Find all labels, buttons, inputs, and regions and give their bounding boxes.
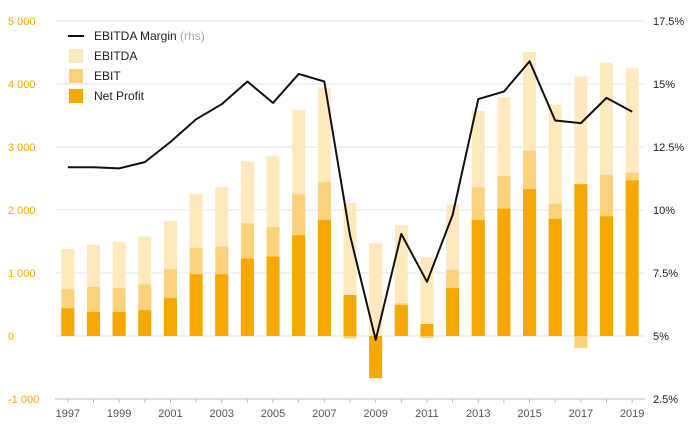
y-right-tick-label: 17.5%	[653, 16, 684, 28]
net-profit-bar	[343, 295, 357, 336]
y-right-tick-label: 15%	[653, 79, 675, 91]
x-tick-label: 2013	[466, 408, 490, 420]
net-profit-bar	[61, 308, 75, 336]
x-tick-label: 1999	[107, 408, 131, 420]
net-profit-bar	[317, 220, 331, 336]
net-profit-bar	[574, 184, 588, 336]
bars	[61, 51, 639, 379]
legend-swatch	[69, 49, 83, 63]
y-right-tick-label: 12.5%	[653, 142, 684, 154]
y-left-tick-label: 5 000	[8, 16, 36, 28]
legend: EBITDA Margin (rhs) EBITDA EBIT Net Profit	[68, 29, 205, 103]
y-right-tick-label: 2.5%	[653, 394, 678, 406]
x-tick-label: 2017	[569, 408, 593, 420]
y-left-tick-label: 0	[8, 331, 14, 343]
net-profit-bar	[86, 312, 100, 336]
x-tick-label: 2015	[517, 408, 541, 420]
axes: -1 000 0 1 000 2 000 3 000 4 000 5 000 2.5% 5% 7.…	[8, 16, 684, 420]
legend-label: EBITDA	[94, 49, 137, 63]
net-profit-bar	[548, 218, 562, 336]
net-profit-bar	[446, 288, 460, 336]
y-right-tick-label: 7.5%	[653, 268, 678, 280]
margin-line-layer	[67, 60, 633, 341]
net-profit-bar	[163, 298, 177, 336]
net-profit-bar	[292, 235, 306, 336]
x-tick-label: 2019	[620, 408, 644, 420]
net-profit-bar	[112, 312, 126, 336]
net-profit-bar	[189, 274, 203, 336]
net-profit-bar	[215, 274, 229, 336]
net-profit-bar	[394, 305, 408, 336]
x-tick-label: 2007	[312, 408, 336, 420]
legend-label: EBITDA Margin (rhs)	[94, 29, 205, 43]
y-left-tick-label: 2 000	[8, 205, 36, 217]
y-right-tick-label: 10%	[653, 205, 675, 217]
x-tick-label: 2003	[209, 408, 233, 420]
ebitda-bar	[369, 243, 383, 336]
net-profit-bar	[600, 216, 614, 336]
net-profit-bar	[420, 324, 434, 336]
legend-note: (rhs)	[177, 29, 205, 43]
y-right-tick-label: 5%	[653, 331, 669, 343]
ebit-bar	[574, 336, 588, 348]
net-profit-bar	[523, 189, 537, 336]
ebit-bar	[343, 336, 357, 339]
legend-swatch	[69, 69, 83, 83]
y-left-tick-label: -1 000	[8, 394, 39, 406]
net-profit-bar	[625, 180, 639, 336]
net-profit-bar	[138, 310, 152, 336]
net-profit-bar	[497, 208, 511, 336]
y-left-tick-label: 1 000	[8, 268, 36, 280]
x-tick-label: 2001	[158, 408, 182, 420]
x-tick-label: 2009	[363, 408, 387, 420]
net-profit-bar	[266, 256, 280, 336]
legend-label: Net Profit	[94, 89, 145, 103]
legend-label: EBIT	[94, 69, 121, 83]
net-profit-bar	[471, 220, 485, 336]
y-left-tick-label: 3 000	[8, 142, 36, 154]
ebitda-margin-line	[67, 60, 633, 341]
legend-swatch	[69, 89, 83, 103]
x-tick-label: 2011	[415, 408, 439, 420]
x-tick-label: 1997	[56, 408, 80, 420]
y-left-tick-label: 4 000	[8, 79, 36, 91]
net-profit-bar	[369, 336, 383, 379]
x-tick-label: 2005	[261, 408, 285, 420]
net-profit-bar	[240, 258, 254, 336]
ebit-bar	[420, 336, 434, 338]
